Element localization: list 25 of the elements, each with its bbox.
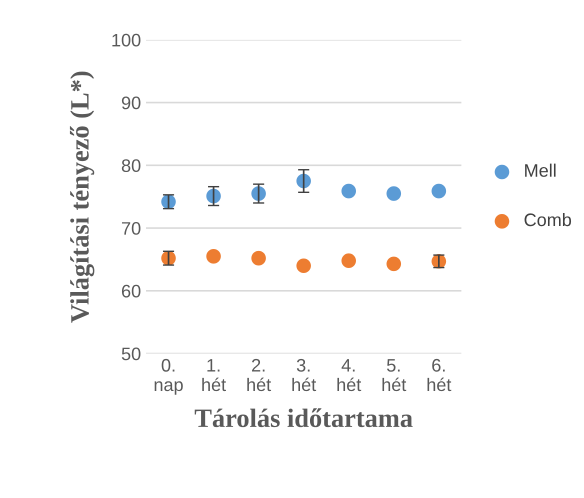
x-tick-label: 3. hét [292,358,316,392]
point [341,184,356,198]
x-tick-label: 0. nap [154,358,183,395]
y-tick-label: 50 [122,348,140,360]
x-tick-label: 1. hét [202,359,226,392]
x-tick-label: 4. hét [337,359,362,392]
x-tick-label: 5. hét [382,359,406,392]
y-tick-label: 100 [112,34,140,47]
point [386,186,402,201]
point [251,250,266,266]
y-axis-title: Világítási tényező (L*) [70,72,94,323]
y-tick-label: 80 [122,159,140,172]
point [206,249,221,264]
x-axis-title: Tárolás időtartama [194,408,413,428]
legend-label: Comb [524,212,572,226]
point [386,256,402,272]
legend-label: Mell [525,164,556,177]
y-tick-label: 70 [122,222,140,235]
point [341,253,356,268]
x-tick-label: 6. hét [428,358,452,392]
point [432,184,446,198]
y-tick-label: 90 [122,96,140,110]
y-tick-label: 60 [122,284,140,298]
x-tick-label: 2. hét [247,358,272,392]
point [296,258,311,274]
